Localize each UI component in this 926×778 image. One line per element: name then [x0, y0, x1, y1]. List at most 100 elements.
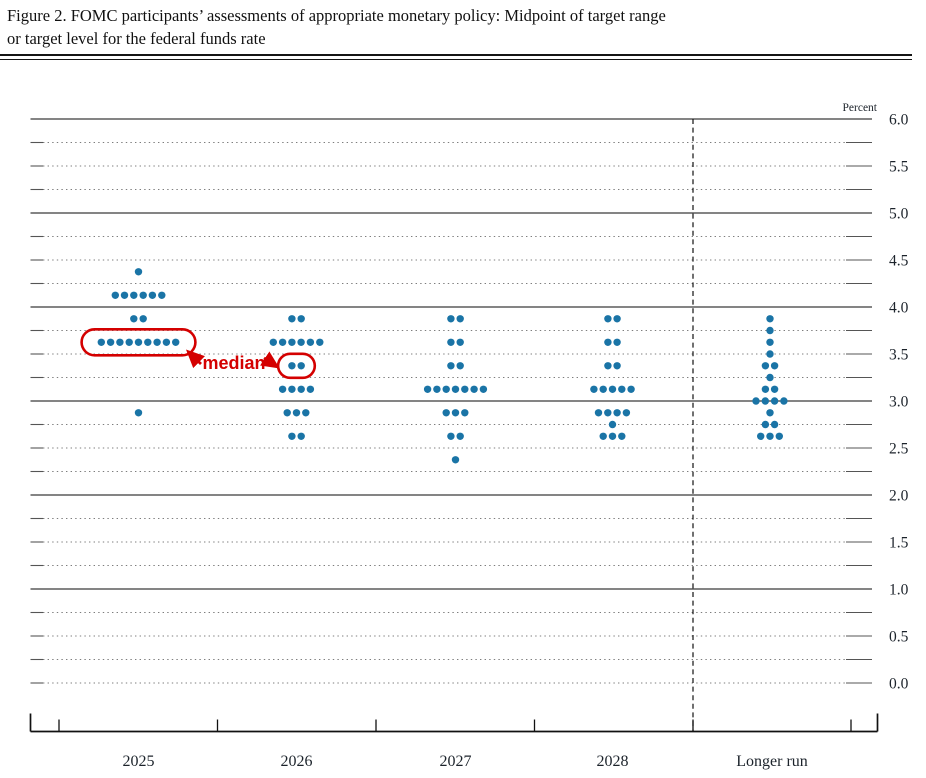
- dot: [297, 385, 305, 393]
- dot: [442, 409, 450, 417]
- dot: [116, 338, 124, 346]
- x-axis-label-2026: 2026: [281, 753, 313, 770]
- dot: [269, 338, 277, 346]
- dot: [148, 291, 157, 299]
- figure-title: Figure 2. FOMC participants’ assessments…: [7, 4, 912, 50]
- dot: [120, 291, 129, 299]
- dot: [442, 385, 450, 393]
- dots-column-2028: [590, 315, 635, 440]
- y-axis-tick-label: 3.5: [889, 347, 909, 364]
- dot: [766, 315, 774, 323]
- dot: [770, 385, 779, 393]
- dot: [447, 432, 455, 440]
- dot: [613, 409, 621, 417]
- dot: [461, 409, 469, 417]
- dot: [608, 385, 617, 393]
- x-axis: 2025 2026 2027 2028 Longer run: [29, 713, 879, 770]
- dot: [604, 315, 612, 323]
- dot: [153, 338, 161, 346]
- dot: [599, 385, 607, 393]
- dot: [752, 397, 760, 405]
- y-axis-tick-label: 0.5: [889, 629, 909, 646]
- dot: [172, 338, 180, 346]
- dot: [288, 385, 296, 393]
- y-axis-tick-label: 1.5: [889, 535, 909, 552]
- dot: [608, 432, 617, 440]
- dot: [604, 362, 612, 370]
- y-axis-tick-label: 5.0: [889, 206, 909, 223]
- dot: [770, 362, 779, 370]
- dot: [139, 291, 147, 299]
- dot: [158, 291, 166, 299]
- dot: [297, 338, 305, 346]
- y-axis-tick-label: 2.0: [889, 488, 909, 505]
- dot: [292, 409, 301, 417]
- dot: [761, 385, 770, 393]
- median-arrow-left: [185, 349, 205, 369]
- dot: [456, 432, 464, 440]
- dot: [278, 338, 287, 346]
- dot: [288, 362, 296, 370]
- dot: [288, 315, 296, 323]
- dot: [451, 385, 460, 393]
- dot: [97, 338, 106, 346]
- dot: [456, 315, 464, 323]
- y-axis-tick-label: 3.0: [889, 394, 909, 411]
- y-axis-tick-label: 4.0: [889, 300, 909, 317]
- dot: [125, 338, 133, 346]
- dot: [618, 385, 626, 393]
- y-axis-tick-label: 6.0: [889, 112, 909, 129]
- dot: [134, 338, 143, 346]
- dot: [288, 338, 296, 346]
- title-divider-thick: [0, 54, 912, 57]
- dot: [316, 338, 324, 346]
- dot: [288, 432, 296, 440]
- y-axis-unit-label: Percent: [843, 102, 878, 114]
- dot: [306, 385, 315, 393]
- median-arrow-right: [260, 351, 280, 369]
- dot: [761, 420, 770, 429]
- dot: [761, 397, 769, 405]
- dot: [766, 409, 774, 417]
- dot: [618, 432, 626, 440]
- median-circle: [276, 352, 317, 380]
- x-axis-label-longer-run: Longer run: [736, 753, 808, 770]
- dot: [766, 326, 774, 335]
- dot: [433, 385, 441, 393]
- dot: [134, 409, 143, 417]
- x-axis-label-2028: 2028: [597, 753, 629, 770]
- dot: [111, 291, 120, 299]
- dot: [297, 432, 305, 440]
- dot: [627, 385, 635, 393]
- dot: [770, 397, 779, 405]
- dot: [470, 385, 478, 393]
- y-axis-labels: 6.0 5.5 5.0 4.5 4.0 3.5 3.0 2.5 2.0 1.5 1.0 0.5 0.0 P…: [843, 102, 909, 693]
- dot: [770, 420, 779, 429]
- dot: [447, 338, 455, 346]
- gridlines: [30, 118, 872, 684]
- dot: [613, 315, 621, 323]
- y-axis-tick-label: 1.0: [889, 582, 909, 599]
- median-annotation: median: [80, 327, 317, 380]
- dot: [139, 315, 147, 323]
- dots-column-2027: [423, 315, 488, 464]
- dot: [447, 315, 455, 323]
- dot: [766, 432, 774, 440]
- dots-column-2025: [97, 268, 180, 417]
- dot: [144, 338, 152, 346]
- dot: [130, 315, 138, 323]
- dot: [599, 432, 607, 440]
- dot: [766, 373, 774, 382]
- dot: [106, 338, 115, 346]
- dot: [613, 362, 621, 370]
- dot: [134, 268, 143, 276]
- y-axis-tick-label: 4.5: [889, 253, 909, 270]
- median-label: median: [202, 353, 265, 373]
- x-axis-label-2027: 2027: [440, 753, 472, 770]
- y-axis-tick-label: 5.5: [889, 159, 909, 176]
- dot: [604, 338, 612, 346]
- dot: [451, 409, 460, 417]
- dot: [757, 432, 765, 440]
